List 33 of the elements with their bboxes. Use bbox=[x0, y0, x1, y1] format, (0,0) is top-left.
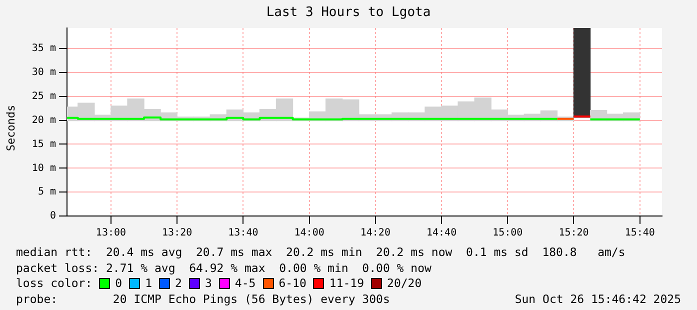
x-tick-label: 14:00 bbox=[294, 228, 324, 239]
chart-title: Last 3 Hours to Lgota bbox=[265, 5, 432, 20]
legend-label: 3 bbox=[204, 276, 212, 292]
text: Sun Oct 26 15:46:42 2025 bbox=[514, 292, 681, 307]
legend-title: loss color: bbox=[16, 276, 92, 292]
x-tick-label: 14:40 bbox=[426, 228, 457, 239]
y-axis-title: Seconds bbox=[4, 104, 18, 152]
y-tick-label: 0 bbox=[50, 210, 56, 222]
legend-label: 0 bbox=[115, 276, 122, 292]
x-tick-label: 13:20 bbox=[162, 228, 192, 239]
x-tick-label: 15:20 bbox=[558, 228, 589, 239]
x-tick-label: 15:40 bbox=[624, 228, 655, 239]
legend-label: 20/20 bbox=[387, 276, 422, 292]
x-tick-label: 13:40 bbox=[228, 228, 258, 239]
x-tick-label: 13:00 bbox=[96, 228, 126, 239]
legend-label: 2 bbox=[175, 276, 182, 292]
x-tick-label: 15:00 bbox=[492, 228, 523, 239]
bar bbox=[573, 28, 591, 118]
text: probe: 20 ICMP Echo Pings (56 Bytes) every 300s bbox=[16, 292, 390, 307]
y-tick-label: 35 m bbox=[32, 43, 56, 54]
y-tick-label: 20 m bbox=[32, 114, 56, 126]
y-tick-label: 15 m bbox=[32, 138, 56, 150]
text: packet loss: 2.71 % avg 64.92 % max 0.00 % min 0.00 % now bbox=[16, 260, 432, 276]
y-tick-label: 5 m bbox=[38, 186, 56, 198]
text: median rtt: 20.4 ms avg 20.7 ms max 20.2 ms min 20.2 ms now 0.1 ms sd 180.8 am/s bbox=[16, 245, 626, 260]
x-tick-label: 14:20 bbox=[360, 228, 390, 239]
y-tick-label: 25 m bbox=[32, 91, 56, 102]
legend-label: 11-19 bbox=[329, 276, 364, 292]
y-tick-label: 30 m bbox=[32, 67, 56, 78]
legend-label: 6-10 bbox=[278, 276, 306, 292]
y-tick-label: 10 m bbox=[32, 162, 56, 174]
legend-label: 1 bbox=[145, 276, 152, 292]
legend-label: 4-5 bbox=[234, 276, 256, 292]
